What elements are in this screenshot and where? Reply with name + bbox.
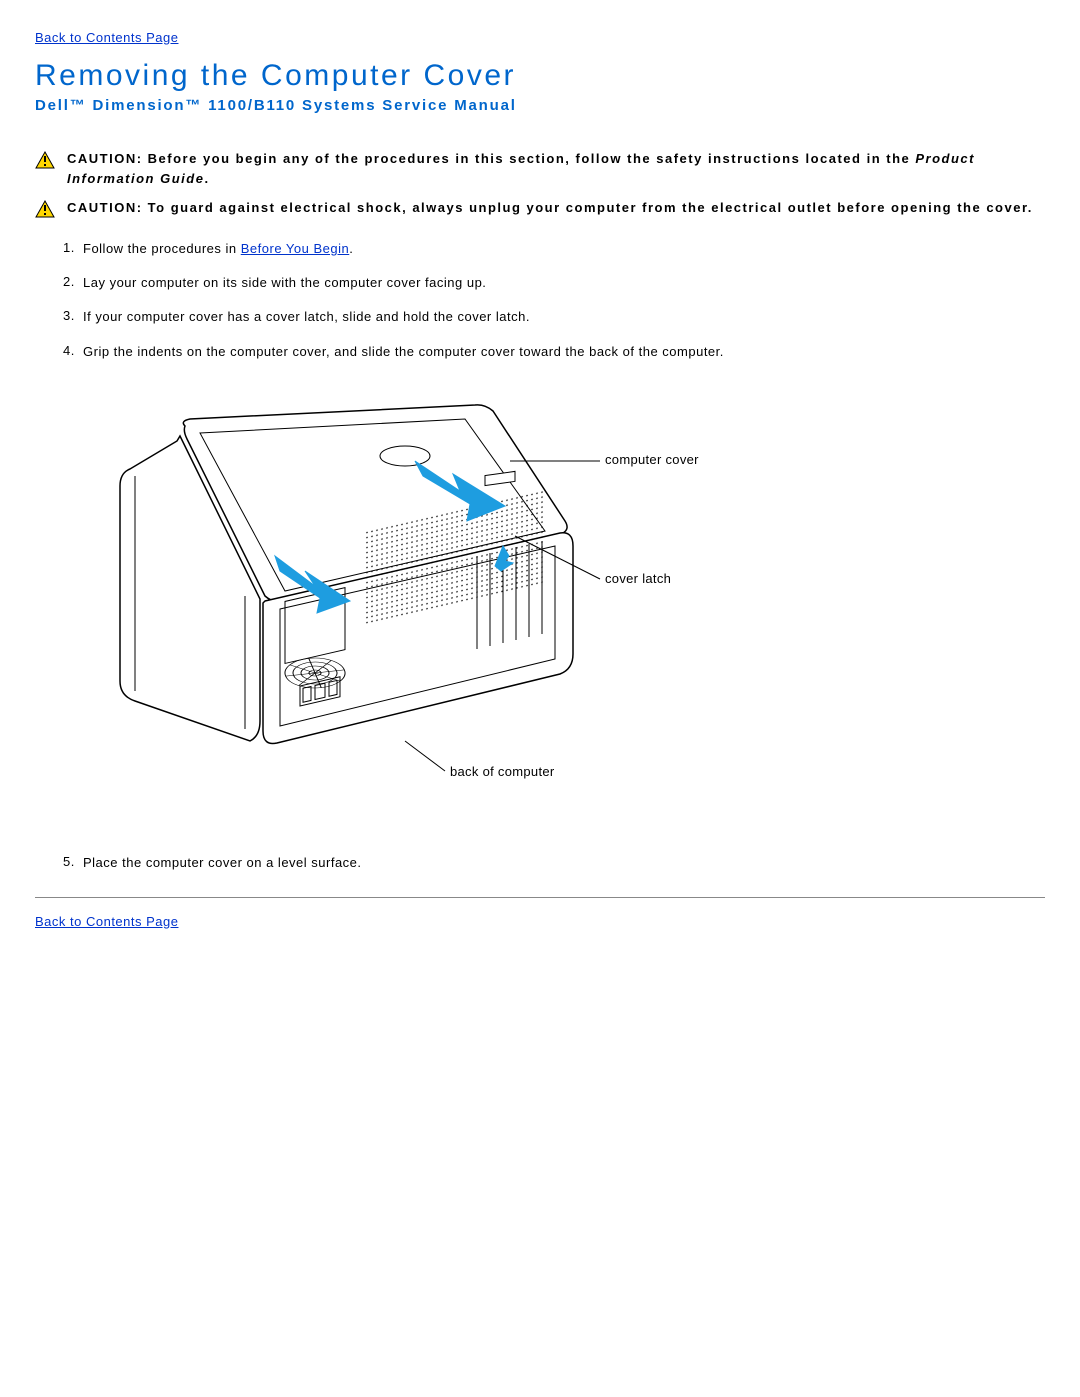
caution-icon: [35, 200, 55, 218]
step-3: 3. If your computer cover has a cover la…: [63, 308, 1045, 326]
step-text: Grip the indents on the computer cover, …: [83, 343, 724, 361]
step-text-suffix: .: [349, 241, 353, 256]
back-link-top[interactable]: Back to Contents Page: [35, 30, 178, 45]
step-text: If your computer cover has a cover latch…: [83, 308, 530, 326]
caution-2: CAUTION: To guard against electrical sho…: [35, 198, 1045, 218]
caution-label: CAUTION:: [67, 151, 143, 166]
caution-label: CAUTION:: [67, 200, 143, 215]
step-list-a: 1. Follow the procedures in Before You B…: [35, 240, 1045, 361]
step-num: 2.: [63, 274, 83, 292]
computer-diagram: computer cover cover latch back of compu…: [105, 391, 1045, 824]
divider: [35, 897, 1045, 898]
step-4: 4. Grip the indents on the computer cove…: [63, 343, 1045, 361]
before-you-begin-link[interactable]: Before You Begin: [241, 241, 349, 256]
caution-text: To guard against electrical shock, alway…: [143, 200, 1033, 215]
back-link-bottom[interactable]: Back to Contents Page: [35, 914, 178, 929]
page-subtitle: Dell™ Dimension™ 1100/B110 Systems Servi…: [35, 97, 1045, 114]
step-text: Place the computer cover on a level surf…: [83, 854, 362, 872]
label-cover-latch: cover latch: [605, 571, 671, 586]
caution-text: Before you begin any of the procedures i…: [143, 151, 916, 166]
step-1: 1. Follow the procedures in Before You B…: [63, 240, 1045, 258]
step-num: 5.: [63, 854, 83, 872]
step-list-b: 5. Place the computer cover on a level s…: [35, 854, 1045, 872]
label-computer-cover: computer cover: [605, 452, 699, 467]
step-5: 5. Place the computer cover on a level s…: [63, 854, 1045, 872]
step-num: 4.: [63, 343, 83, 361]
step-num: 1.: [63, 240, 83, 258]
page-title: Removing the Computer Cover: [35, 59, 1045, 93]
step-text: Lay your computer on its side with the c…: [83, 274, 486, 292]
step-text: Follow the procedures in: [83, 241, 241, 256]
caution-text-after: .: [204, 171, 209, 186]
step-2: 2. Lay your computer on its side with th…: [63, 274, 1045, 292]
step-num: 3.: [63, 308, 83, 326]
caution-icon: [35, 151, 55, 169]
caution-1: CAUTION: Before you begin any of the pro…: [35, 149, 1045, 188]
label-back-of-computer: back of computer: [450, 764, 555, 779]
